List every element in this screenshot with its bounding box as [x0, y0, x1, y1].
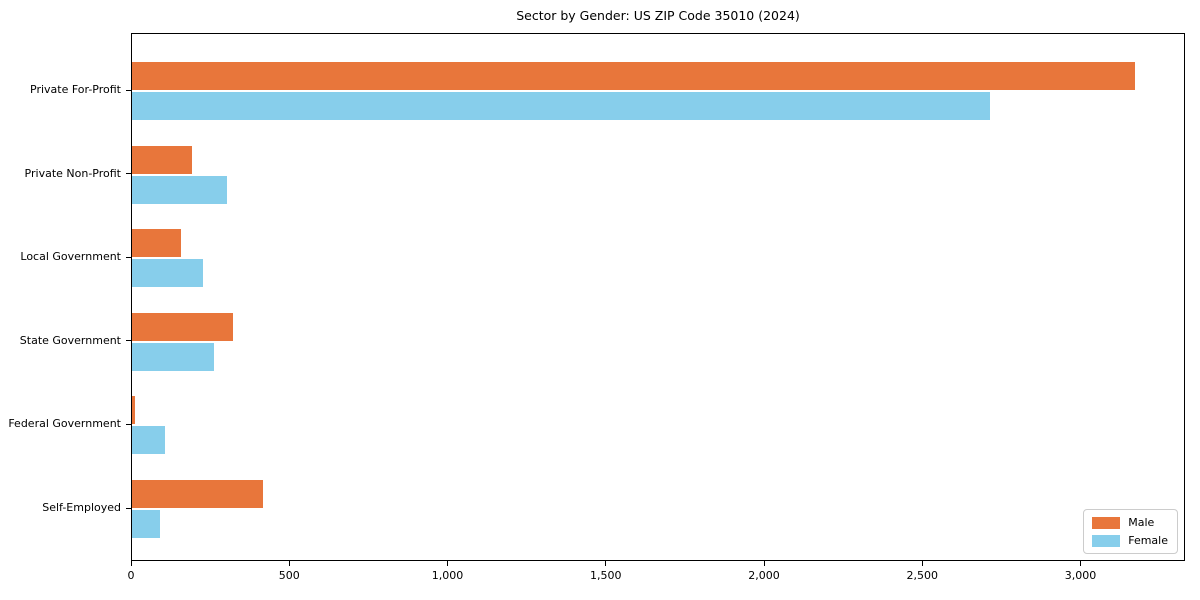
plot-area: Male Female	[131, 33, 1185, 561]
bar-male-4	[132, 396, 136, 425]
y-tick-label: State Government	[19, 333, 121, 347]
x-tick-mark	[921, 561, 923, 566]
y-tick-label: Federal Government	[8, 417, 121, 431]
bar-female-5	[132, 510, 161, 538]
bar-male-0	[132, 62, 1136, 90]
legend-swatch-male	[1092, 516, 1121, 529]
y-tick-mark	[126, 89, 131, 91]
x-tick-mark	[130, 561, 132, 566]
bar-male-1	[132, 145, 193, 174]
x-tick-mark	[288, 561, 290, 566]
x-tick-label: 500	[278, 569, 300, 582]
y-tick-mark	[126, 507, 131, 509]
legend: Male Female	[1083, 509, 1178, 554]
x-tick-label: 2,500	[906, 569, 939, 582]
y-tick-mark	[126, 340, 131, 342]
y-tick-label: Self-Employed	[42, 501, 121, 514]
legend-item-female: Female	[1092, 534, 1168, 547]
bar-female-2	[132, 259, 204, 288]
y-tick-mark	[126, 256, 131, 258]
x-tick-mark	[763, 561, 765, 566]
bar-female-1	[132, 175, 227, 204]
x-tick-label: 1,000	[431, 569, 464, 582]
legend-item-male: Male	[1092, 516, 1168, 529]
x-tick-mark	[447, 561, 449, 566]
bar-female-0	[132, 92, 990, 120]
y-tick-mark	[126, 173, 131, 175]
bar-female-4	[132, 426, 166, 455]
y-tick-label: Local Government	[20, 250, 121, 264]
legend-swatch-female	[1092, 534, 1121, 547]
x-tick-mark	[605, 561, 607, 566]
bar-male-3	[132, 312, 234, 341]
x-tick-label: 3,000	[1064, 569, 1097, 582]
y-tick-label: Private Non-Profit	[24, 166, 121, 180]
legend-label: Male	[1128, 516, 1155, 529]
x-tick-label: 2,000	[748, 569, 780, 582]
y-tick-label: Private For-Profit	[30, 83, 121, 96]
bar-female-3	[132, 342, 215, 371]
bar-male-2	[132, 229, 181, 258]
bar-male-5	[132, 480, 264, 508]
y-tick-mark	[126, 423, 131, 425]
x-tick-mark	[1080, 561, 1082, 566]
legend-label: Female	[1128, 534, 1168, 547]
x-tick-label: 1,500	[590, 569, 622, 582]
chart-title: Sector by Gender: US ZIP Code 35010 (202…	[516, 8, 800, 23]
x-tick-label: 0	[127, 569, 135, 582]
